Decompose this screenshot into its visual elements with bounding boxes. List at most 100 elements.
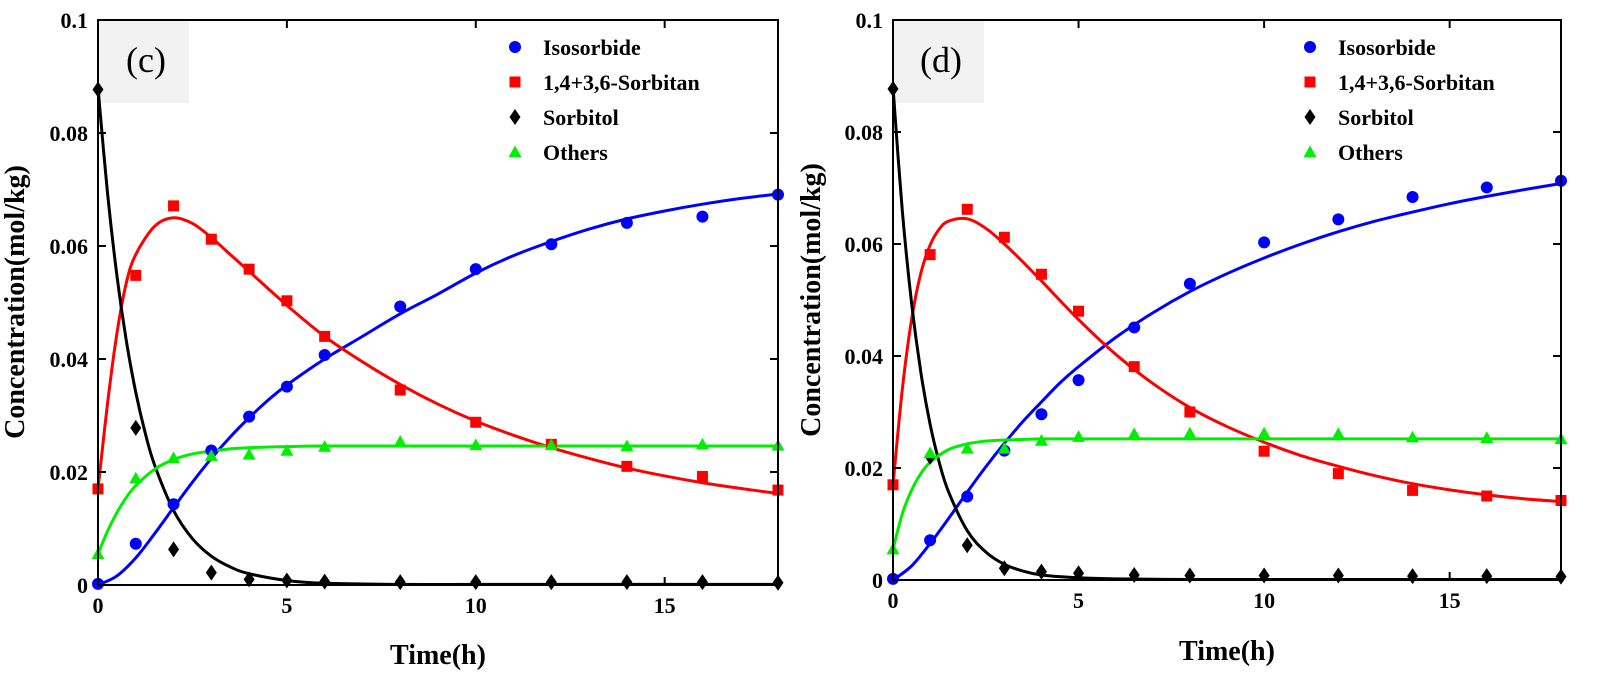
panel-c-sorbitol-point (130, 419, 142, 436)
panel-d-isosorbide-fit-line (892, 182, 1562, 582)
panel-c-others-point (204, 449, 218, 461)
panel-c-others-point (695, 437, 709, 450)
panel-d-sorbitol-fit-line (891, 87, 1561, 581)
panel-c-others-point (620, 439, 634, 452)
panel-d-isosorbide-point (1406, 190, 1419, 203)
panel-c-1-4-3-6-sorbitan-legend-label: 1,4+3,6-Sorbitan (543, 70, 700, 95)
panel-c-x-tick-label: 10 (465, 593, 487, 618)
panel-c-others-legend-marker (508, 145, 522, 158)
panel-c-others-point (280, 444, 294, 456)
panel-d-1-4-3-6-sorbitan-point (1128, 361, 1140, 373)
panel-d-others-point (1331, 427, 1345, 440)
panel-d-x-tick-label: 0 (888, 588, 899, 613)
panel-d-1-4-3-6-sorbitan-legend-marker (1304, 76, 1316, 88)
panel-d-isosorbide-point (1128, 321, 1141, 334)
panel-c-label-background (98, 20, 189, 103)
panel-c-sorbitol-point (319, 573, 331, 590)
panel-c-isosorbide-point (394, 300, 407, 313)
panel-d-others-point (923, 446, 937, 459)
panel-c-others-point (318, 440, 332, 452)
panel-c-isosorbide-point (620, 216, 633, 229)
panel-d-isosorbide-point (924, 534, 937, 547)
panel-c-isosorbide-point (280, 380, 293, 393)
panel-d-1-4-3-6-sorbitan-point (1035, 268, 1047, 280)
panel-d-sorbitol-point (961, 537, 973, 554)
panel-d-sorbitol-point (1481, 568, 1493, 585)
panel-d-isosorbide-point (1035, 408, 1048, 421)
panel-c: (c) 0 5 10 15 0 0.02 0.04 0.06 0.08 0.1 Time(h) C… (0, 8, 785, 671)
panel-d-y-tick-label: 0.08 (845, 120, 884, 145)
panel-c-1-4-3-6-sorbitan-legend-marker (509, 76, 521, 88)
panel-d-others-point (1072, 430, 1086, 442)
panel-d-others-point (997, 441, 1011, 454)
panel-d-1-4-3-6-sorbitan-point (1481, 490, 1493, 502)
panel-c-1-4-3-6-sorbitan-point (319, 330, 331, 342)
panel-c-others-point (167, 451, 181, 464)
panel-d-x-tick-label: 5 (1073, 588, 1084, 613)
panel-c-others-legend-label: Others (543, 140, 608, 165)
panel-c-isosorbide-point (318, 349, 331, 362)
panel-c-isosorbide-point (243, 410, 256, 423)
panel-c-y-tick-label: 0.04 (50, 347, 89, 372)
panel-c-sorbitol-legend-marker (509, 109, 521, 125)
panel-d-sorbitol-legend-label: Sorbitol (1338, 105, 1414, 130)
panel-c-y-tick-label: 0.1 (61, 8, 89, 33)
panel-d-isosorbide-legend-label: Isosorbide (1338, 35, 1436, 60)
panel-c-x-tick-label: 15 (654, 593, 676, 618)
panel-d-label: (d) (920, 40, 962, 80)
panel-c-others-point (469, 438, 483, 451)
panel-c-sorbitol-point (205, 564, 217, 581)
panel-d-isosorbide-point (961, 490, 974, 503)
panel-c-others-fit-line (96, 444, 778, 555)
panel-c-1-4-3-6-sorbitan-point (243, 263, 255, 275)
panel-d-plot-frame (892, 19, 1562, 581)
panel-d-isosorbide-point (1183, 277, 1196, 290)
panel-d-y-tick-label: 0.02 (845, 456, 884, 481)
panel-d-1-4-3-6-sorbitan-fit-line (891, 216, 1562, 504)
panel-d-1-4-3-6-sorbitan-point (1073, 305, 1085, 317)
panel-d-sorbitol-legend-marker (1304, 109, 1316, 125)
panel-d-others-legend-marker (1303, 145, 1317, 158)
panel-d-others-legend-label: Others (1338, 140, 1403, 165)
panel-d-sorbitol-point (1184, 567, 1196, 584)
panel-c-y-tick-label: 0.06 (50, 234, 89, 259)
panel-c-1-4-3-6-sorbitan-point (130, 269, 142, 281)
panel-d-1-4-3-6-sorbitan-point (1407, 484, 1419, 496)
panel-c-y-tick-label: 0.02 (50, 460, 89, 485)
panel-c-isosorbide-legend-label: Isosorbide (543, 35, 641, 60)
panel-c-others-point (129, 471, 143, 484)
panel-d-label-background (893, 20, 984, 103)
panel-c-others-point (393, 434, 407, 447)
panel-c-isosorbide-legend-marker (509, 41, 521, 53)
panel-d-y-axis-label: Concentration(mol/kg) (796, 163, 827, 437)
panel-d-x-tick-label: 10 (1253, 588, 1275, 613)
panel-c-isosorbide-point (545, 238, 558, 251)
panel-d-others-point (1480, 431, 1494, 443)
panel-d-1-4-3-6-sorbitan-point (924, 249, 936, 261)
panel-c-1-4-3-6-sorbitan-point (394, 384, 406, 396)
panel-d-others-point (960, 441, 974, 454)
panel-c-others-point (242, 447, 256, 460)
panel-d-others-fit-line (891, 437, 1561, 550)
panel-c-sorbitol-point (243, 571, 255, 588)
panel-d-1-4-3-6-sorbitan-point (1332, 468, 1344, 480)
panel-c-x-axis-label: Time(h) (390, 640, 486, 671)
panel-d-1-4-3-6-sorbitan-point (1184, 406, 1196, 418)
panel-d-others-point (1127, 427, 1141, 440)
panel-c-sorbitol-fit-line (96, 87, 778, 587)
panel-c-sorbitol-point (168, 541, 180, 558)
panel-c-y-tick-label: 0 (77, 573, 88, 598)
panel-d-sorbitol-point (1332, 567, 1344, 584)
panel-c-isosorbide-point (469, 263, 482, 276)
panel-c-x-tick-label: 0 (93, 593, 104, 618)
panel-c-y-axis-label: Concentration(mol/kg) (0, 165, 31, 439)
panel-d: (d) 0 5 10 15 0 0.02 0.04 0.06 0.08 0.1 Time(h) C… (796, 8, 1568, 667)
panel-d-1-4-3-6-sorbitan-legend-label: 1,4+3,6-Sorbitan (1338, 70, 1495, 95)
panel-c-legend: Isosorbide 1,4+3,6-Sorbitan Sorbitol Others (508, 35, 700, 165)
panel-c-others-point (544, 438, 558, 451)
panel-d-1-4-3-6-sorbitan-point (1258, 445, 1270, 457)
panel-c-1-4-3-6-sorbitan-point (168, 200, 180, 212)
panel-d-isosorbide-point (1480, 181, 1493, 194)
panel-d-sorbitol-point (1407, 568, 1419, 585)
panel-d-others-point (1406, 430, 1420, 443)
